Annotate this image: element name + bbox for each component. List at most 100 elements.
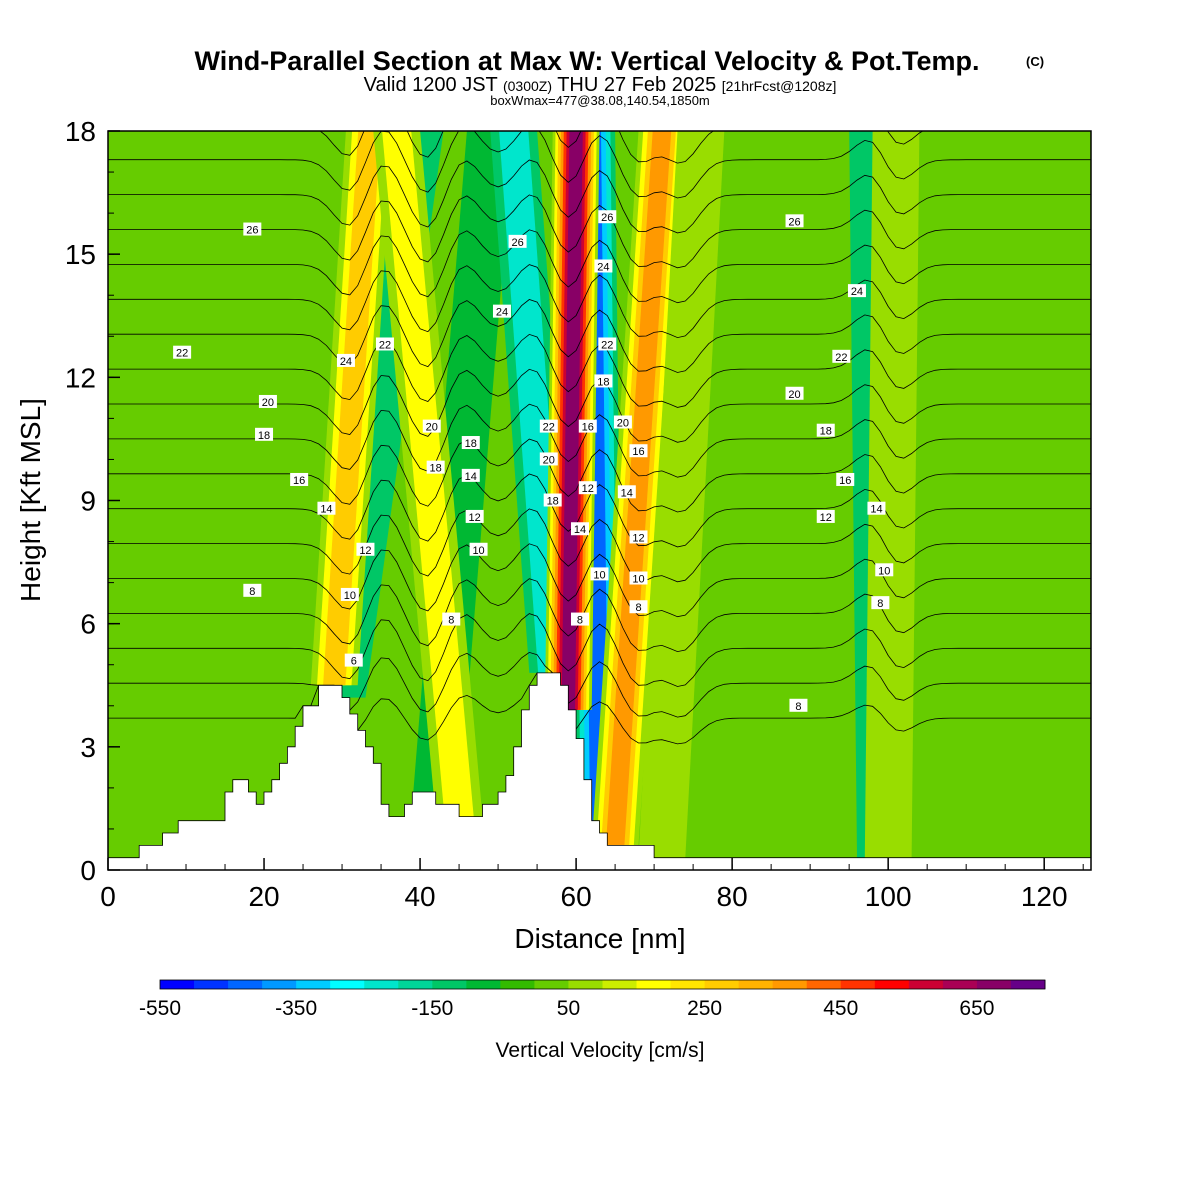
- x-axis-label: Distance [nm]: [514, 923, 685, 954]
- isentrope-label-text: 10: [344, 590, 356, 602]
- y-tick-label: 9: [80, 486, 96, 517]
- y-tick-label: 6: [80, 609, 96, 640]
- colorbar-swatch: [364, 980, 399, 989]
- colorbar-swatch: [874, 980, 910, 989]
- isentrope-label-text: 18: [430, 463, 442, 475]
- x-tick-label: 80: [717, 881, 748, 912]
- copyright-mark: (C): [1026, 54, 1044, 69]
- isentrope-label-text: 12: [820, 512, 832, 524]
- colorbar-swatch: [738, 980, 774, 989]
- isentrope-label: 8: [789, 698, 808, 713]
- colorbar-swatch: [330, 980, 365, 989]
- colorbar-swatch: [976, 980, 1012, 989]
- isentrope-label-text: 20: [617, 417, 629, 429]
- colorbar-swatch: [262, 980, 297, 989]
- isentrope-label-box: [789, 698, 808, 712]
- isentrope-label: 18: [255, 427, 274, 442]
- valid-date: THU 27 Feb 2025: [557, 74, 716, 96]
- isentrope-label: 20: [422, 419, 441, 434]
- isentrope-label-text: 6: [351, 656, 357, 668]
- isentrope-line: [108, 672, 1091, 745]
- isentrope-label-text: 18: [597, 376, 609, 388]
- isentrope-label-box: [832, 349, 851, 363]
- isentrope-labels: 26 22 20 18 16 14 12 10 8 6 24 22 20 18 18 14 12 10 8 26 24 2…: [173, 210, 894, 713]
- isentrope-label-box: [570, 612, 589, 626]
- isentrope-label: 8: [871, 596, 890, 610]
- isentrope-label-text: 26: [788, 216, 800, 228]
- isentrope-label-box: [469, 542, 488, 556]
- isentrope-label-box: [570, 522, 589, 536]
- colorbar-tick-label: -550: [139, 997, 181, 1020]
- isentrope-label-box: [816, 423, 835, 437]
- isentrope-label-text: 12: [632, 532, 644, 544]
- isentrope-label: 20: [258, 394, 277, 409]
- isentrope-label: 26: [508, 234, 527, 249]
- colorbar-tick-label: 250: [687, 997, 722, 1020]
- isentrope-label-text: 26: [511, 237, 523, 249]
- isentrope-label-box: [442, 612, 461, 626]
- isentrope-label: 26: [243, 222, 262, 237]
- isentrope-line: [108, 651, 1091, 718]
- isentrope-label: 10: [469, 542, 488, 557]
- isentrope-label: 18: [461, 436, 480, 450]
- isentrope-label-box: [539, 419, 558, 433]
- isentrope-label-text: 18: [820, 426, 832, 438]
- colorbar-swatch: [228, 980, 263, 989]
- isentrope-label-text: 18: [258, 430, 270, 442]
- valid-time: Valid 1200 JST: [364, 74, 498, 96]
- x-tick-label: 20: [248, 881, 279, 912]
- isentrope-label: 14: [617, 485, 636, 499]
- chart-subtitle: Valid 1200 JST (0300Z) THU 27 Feb 2025 […: [364, 74, 837, 96]
- isentrope-label: 8: [629, 600, 648, 614]
- isentrope-label-text: 24: [851, 286, 863, 298]
- isentrope-label-text: 12: [582, 483, 594, 495]
- colorbar-tick-label: 650: [959, 997, 994, 1020]
- terrain: [108, 672, 1091, 870]
- isentrope-label-box: [173, 345, 192, 359]
- isentrope-label-box: [492, 304, 511, 318]
- isentrope-label: 10: [590, 567, 609, 581]
- isentrope-label-box: [629, 444, 648, 458]
- isentrope-label: 18: [543, 493, 562, 508]
- isentrope-label-text: 10: [472, 545, 484, 557]
- isentrope-label: 16: [578, 419, 597, 434]
- isentrope-label: 12: [578, 481, 597, 495]
- isentrope-label: 24: [594, 259, 613, 273]
- colorbar-swatch: [432, 980, 467, 989]
- y-tick-label: 12: [65, 362, 96, 393]
- isentrope-label: 16: [629, 444, 648, 458]
- isentrope-label-box: [340, 587, 359, 601]
- isentrope-label: 8: [442, 612, 461, 627]
- box-info: boxWmax=477@38.08,140.54,1850m: [490, 93, 710, 108]
- isentrope-label-box: [629, 600, 648, 614]
- isentrope-line: [108, 438, 1091, 513]
- colorbar-tick-label: 450: [823, 997, 858, 1020]
- isentrope-label-box: [465, 509, 484, 523]
- isentrope-label: 24: [847, 284, 866, 298]
- colorbar-swatch: [670, 980, 706, 989]
- isentrope-label: 26: [785, 214, 804, 228]
- isentrope-label-text: 8: [448, 615, 454, 627]
- colorbar-swatch: [942, 980, 978, 989]
- isentrope-label-box: [344, 653, 363, 667]
- isentrope-label-box: [598, 210, 617, 224]
- isentrope-label-box: [426, 460, 445, 474]
- colorbar-swatch: [398, 980, 433, 989]
- isentrope-label-text: 8: [635, 602, 641, 614]
- updraft-band: [638, 131, 725, 858]
- isentrope-label-box: [617, 485, 636, 499]
- isentrope-label-box: [613, 415, 632, 429]
- isentrope-line: [108, 508, 1091, 583]
- isentrope-label-text: 18: [465, 438, 477, 450]
- isentrope-label-text: 22: [176, 348, 188, 360]
- isentrope-label: 12: [629, 530, 648, 544]
- isentrope-label: 14: [317, 501, 336, 516]
- isentrope-label: 12: [465, 509, 484, 524]
- x-tick-label: 40: [404, 881, 435, 912]
- isentrope-label: 26: [598, 210, 617, 224]
- isentrope-label-box: [867, 501, 886, 515]
- colorbar-swatch: [602, 980, 638, 989]
- isentrope-label: 12: [356, 542, 375, 557]
- isentrope-label: 22: [832, 349, 851, 364]
